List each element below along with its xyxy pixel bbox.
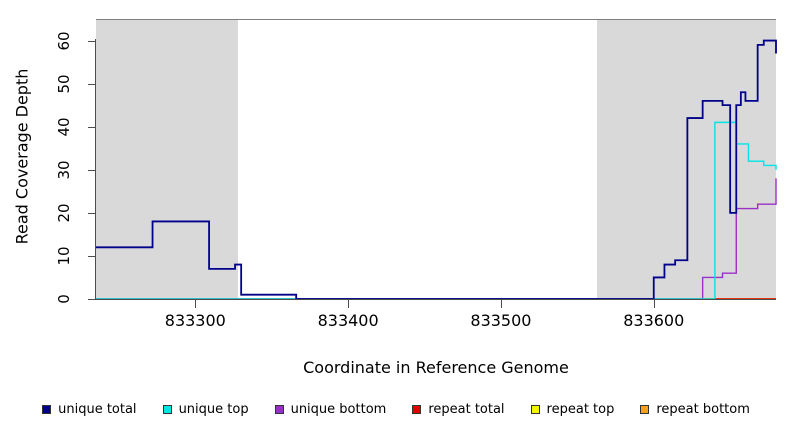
y-tick-30 — [88, 169, 96, 171]
x-tick-label-833300: 833300 — [164, 311, 226, 330]
y-tick-60 — [88, 40, 96, 42]
legend-swatch-icon-unique-top — [162, 404, 172, 414]
legend-label: repeat total — [428, 401, 505, 417]
legend-item-repeat-total[interactable]: repeat total — [412, 401, 505, 417]
x-tick-833600 — [653, 300, 655, 308]
chart-legend: unique total unique top unique bottom repea… — [0, 398, 792, 420]
y-tick-50 — [88, 83, 96, 85]
legend-swatch-icon-repeat-top — [530, 404, 540, 414]
legend-item-unique-top[interactable]: unique top — [162, 401, 249, 417]
legend-label: unique top — [178, 401, 249, 417]
legend-item-repeat-top[interactable]: repeat top — [530, 401, 615, 417]
y-axis-line — [95, 39, 96, 299]
legend-swatch-icon-repeat-bottom — [640, 404, 650, 414]
y-axis-title: Read Coverage Depth — [12, 68, 32, 245]
legend-label: repeat bottom — [656, 401, 750, 417]
shaded-region-0 — [96, 19, 239, 299]
y-tick-label-40: 40 — [55, 117, 73, 137]
y-tick-label-10: 10 — [55, 246, 73, 266]
y-tick-label-0: 0 — [55, 294, 73, 304]
x-tick-label-833500: 833500 — [470, 311, 532, 330]
series-line-unique-top — [96, 121, 777, 300]
plot-area — [96, 19, 777, 300]
legend-item-repeat-bottom[interactable]: repeat bottom — [640, 402, 750, 417]
y-tick-20 — [88, 212, 96, 214]
legend-swatch-icon-unique-bottom — [274, 404, 284, 414]
series-layer — [96, 39, 777, 300]
y-tick-label-50: 50 — [55, 74, 73, 94]
legend-swatch-icon-unique-total — [42, 404, 52, 414]
x-axis-title: Coordinate in Reference Genome — [303, 358, 569, 377]
y-tick-40 — [88, 126, 96, 128]
y-tick-0 — [88, 299, 96, 300]
legend-swatch-icon-repeat-total — [412, 404, 422, 414]
x-tick-833400 — [348, 300, 350, 308]
y-tick-label-60: 60 — [55, 30, 73, 51]
y-tick-label-30: 30 — [55, 160, 73, 180]
x-tick-label-833600: 833600 — [623, 311, 685, 330]
x-tick-833500 — [500, 300, 502, 308]
y-tick-10 — [88, 255, 96, 257]
legend-item-unique-bottom[interactable]: unique bottom — [274, 401, 387, 417]
x-axis-line — [96, 299, 776, 300]
series-line-unique-bottom — [96, 178, 777, 300]
legend-label: repeat top — [546, 401, 615, 417]
legend-label: unique total — [58, 401, 137, 417]
x-tick-label-833400: 833400 — [317, 311, 379, 330]
legend-label: unique bottom — [290, 401, 387, 417]
series-line-unique-total — [96, 39, 777, 300]
legend-item-unique-total[interactable]: unique total — [42, 401, 137, 417]
y-tick-label-20: 20 — [55, 203, 73, 223]
x-tick-833300 — [195, 300, 197, 308]
plot-top-border — [96, 19, 776, 20]
